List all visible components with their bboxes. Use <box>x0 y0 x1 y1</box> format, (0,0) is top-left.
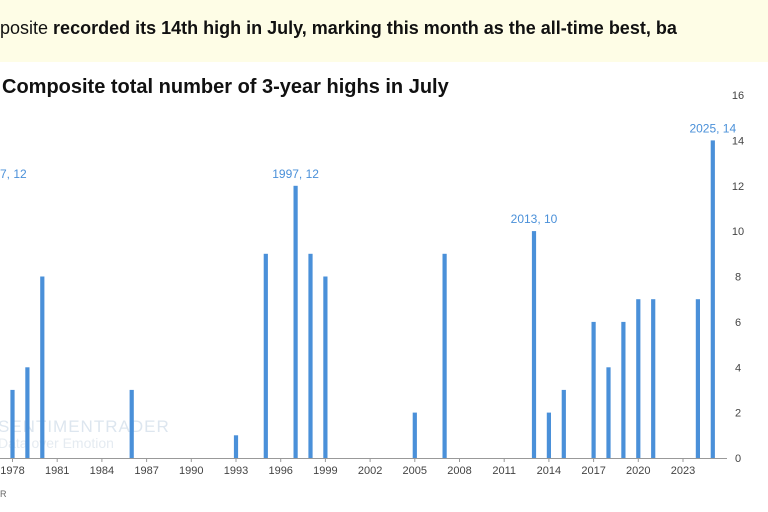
y-tick-6: 6 <box>735 317 741 329</box>
watermark-tagline: Data over Emotion <box>0 435 114 451</box>
x-axis: 1978 1981 1984 1987 1990 1993 1996 1999 2002 2005… <box>0 458 727 477</box>
x-tick-1987: 1987 <box>134 465 158 477</box>
y-tick-8: 8 <box>735 272 741 284</box>
x-tick-2005: 2005 <box>403 465 427 477</box>
bar-2007 <box>442 253 447 458</box>
x-tick-2023: 2023 <box>671 465 695 477</box>
bar-1997 <box>293 185 298 459</box>
y-axis: 0 2 4 6 8 10 12 14 16 <box>732 90 744 465</box>
annotation-1: 1997, 12 <box>272 167 319 181</box>
y-tick-0: 0 <box>735 453 741 465</box>
x-tick-2014: 2014 <box>537 465 561 477</box>
bar-2020 <box>636 299 641 458</box>
headline-text: posite recorded its 14th high in July, m… <box>0 18 677 39</box>
bar-2019 <box>621 321 626 458</box>
y-tick-4: 4 <box>735 362 741 374</box>
annotation-2: 2013, 10 <box>511 212 558 226</box>
bar-1979 <box>25 367 30 459</box>
y-tick-16: 16 <box>732 90 744 102</box>
bar-1993 <box>233 435 239 458</box>
bar-1999 <box>323 276 328 458</box>
y-tick-14: 14 <box>732 135 744 147</box>
bar-1978 <box>10 389 15 458</box>
bar-1998 <box>308 253 313 458</box>
bar-2017 <box>591 321 596 458</box>
headline-banner: posite recorded its 14th high in July, m… <box>0 0 768 62</box>
bar-1980 <box>40 276 45 458</box>
bar-1986 <box>129 389 134 458</box>
bar-2021 <box>651 299 656 458</box>
bar-2025 <box>710 140 715 458</box>
x-tick-2020: 2020 <box>626 465 650 477</box>
annotation-0: 7, 12 <box>0 167 27 181</box>
chart-title: Composite total number of 3-year highs i… <box>2 76 449 98</box>
annotations-group: 7, 12 1997, 12 2013, 10 2025, 14 <box>0 121 736 226</box>
x-tick-1978: 1978 <box>0 465 24 477</box>
x-tick-1990: 1990 <box>179 465 203 477</box>
x-tick-2017: 2017 <box>581 465 605 477</box>
y-tick-12: 12 <box>732 181 744 193</box>
bar-2014 <box>546 412 551 458</box>
headline-plain: posite <box>0 18 54 38</box>
x-tick-2002: 2002 <box>358 465 382 477</box>
x-tick-1999: 1999 <box>313 465 337 477</box>
bar-2018 <box>606 367 611 459</box>
x-tick-1996: 1996 <box>268 465 292 477</box>
source-footnote: R <box>0 489 7 499</box>
x-tick-1984: 1984 <box>90 465 114 477</box>
bar-2024 <box>695 299 700 458</box>
annotation-3: 2025, 14 <box>689 121 736 135</box>
x-tick-2011: 2011 <box>492 465 516 477</box>
bar-2005 <box>412 412 417 458</box>
x-tick-2008: 2008 <box>447 465 471 477</box>
x-tick-1981: 1981 <box>45 465 69 477</box>
y-tick-10: 10 <box>732 226 744 238</box>
headline-bold: recorded its 14th high in July, marking … <box>53 18 677 38</box>
bar-2015 <box>561 389 566 458</box>
bars-group <box>10 140 715 459</box>
bar-1995 <box>263 253 268 458</box>
bar-2013 <box>531 231 537 458</box>
x-tick-1993: 1993 <box>224 465 248 477</box>
y-tick-2: 2 <box>735 408 741 420</box>
